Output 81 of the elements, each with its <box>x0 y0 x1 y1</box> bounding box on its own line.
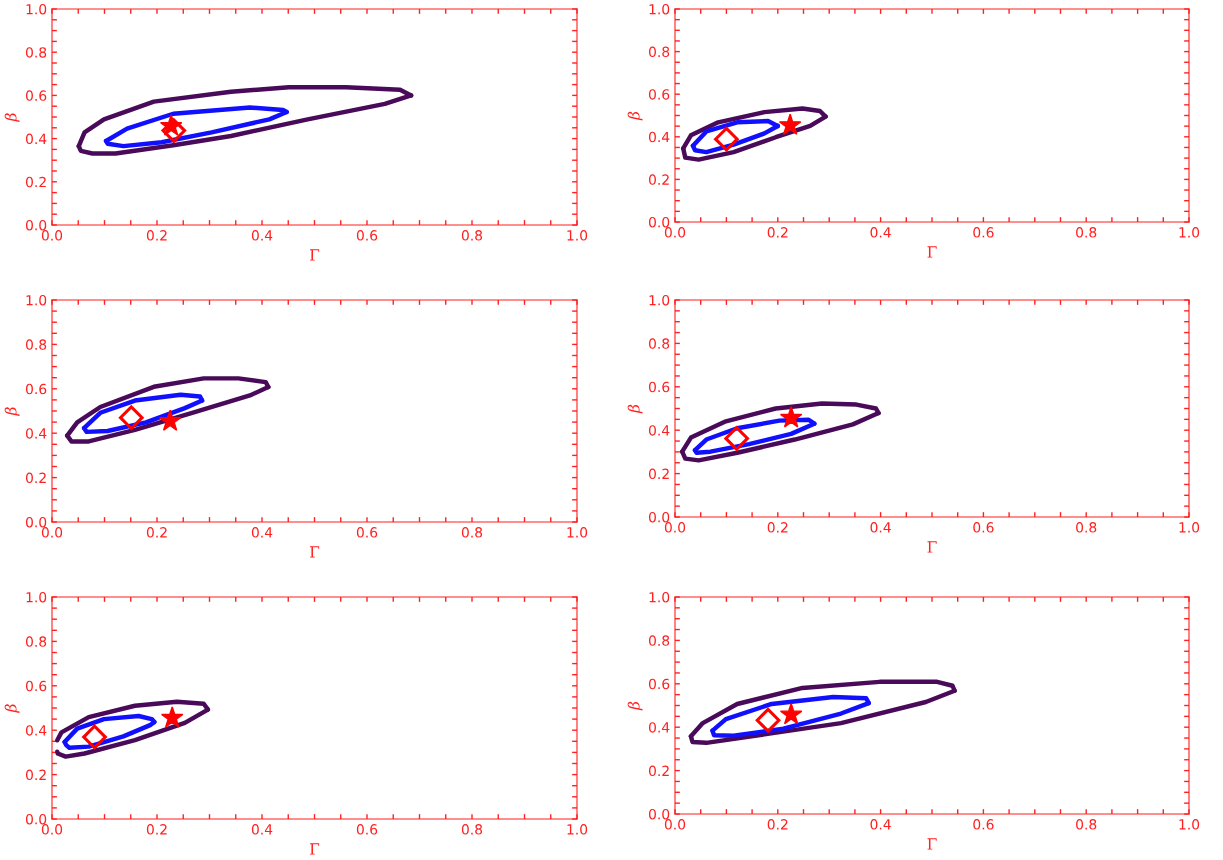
x-tick-label: 0.2 <box>767 819 788 830</box>
y-axis-title: β <box>627 404 643 414</box>
x-tick-label: 1.0 <box>567 230 588 241</box>
y-tick-label: 0.8 <box>25 636 47 647</box>
y-tick-label: 0.0 <box>648 511 670 523</box>
x-tick-label: 0.2 <box>767 227 788 238</box>
y-tick-label: 0.2 <box>648 765 669 777</box>
x-tick-label: 1.0 <box>567 824 588 835</box>
x-tick-label: 0.2 <box>146 527 167 538</box>
y-tick-label: 0.2 <box>648 468 669 480</box>
x-tick-label: 0.6 <box>973 522 994 533</box>
y-tick-label: 1.0 <box>26 591 47 603</box>
x-tick-label: 0.2 <box>146 824 167 835</box>
y-tick-label: 1.0 <box>649 591 670 603</box>
x-tick-label: 0.0 <box>664 819 686 830</box>
y-tick-label: 0.8 <box>25 339 47 350</box>
y-tick-label: 0.8 <box>648 635 670 646</box>
x-tick-label: 0.8 <box>1076 227 1097 238</box>
y-axis-title: β <box>4 407 20 416</box>
y-tick-label: 0.8 <box>648 338 670 349</box>
x-tick-label: 1.0 <box>1179 522 1200 533</box>
y-tick-label: 0.4 <box>25 428 47 439</box>
y-tick-label: 0.4 <box>648 722 670 733</box>
x-tick-label: 0.6 <box>973 819 994 830</box>
y-tick-label: 0.0 <box>648 216 670 228</box>
x-tick-label: 0.4 <box>251 824 273 835</box>
y-tick-label: 1.0 <box>26 3 47 15</box>
y-tick-label: 0.2 <box>25 472 46 484</box>
x-tick-label: 0.8 <box>461 527 483 538</box>
y-tick-label: 0.2 <box>25 769 46 781</box>
x-tick-label: 0.0 <box>41 230 63 241</box>
y-tick-label: 1.0 <box>649 294 670 306</box>
x-tick-label: 0.8 <box>1076 819 1097 830</box>
x-tick-label: 0.2 <box>767 522 788 533</box>
y-axis-title: β <box>627 701 643 711</box>
x-tick-label: 0.4 <box>870 227 891 238</box>
y-tick-label: 0.4 <box>648 425 670 436</box>
x-tick-label: 0.0 <box>41 527 63 538</box>
y-tick-label: 0.8 <box>25 47 47 58</box>
x-tick-label: 0.6 <box>973 227 994 238</box>
y-tick-label: 0.6 <box>25 90 47 101</box>
x-tick-label: 0.0 <box>41 824 63 835</box>
y-tick-label: 0.4 <box>25 133 47 145</box>
x-tick-label: 0.4 <box>251 230 273 241</box>
y-tick-label: 0.6 <box>648 381 670 393</box>
y-tick-label: 1.0 <box>649 3 670 15</box>
x-tick-label: 0.0 <box>664 227 686 238</box>
x-tick-label: 0.6 <box>356 230 378 241</box>
x-tick-label: 1.0 <box>1179 819 1200 830</box>
y-axis-title: β <box>4 113 20 122</box>
x-axis-title: Γ <box>927 838 937 850</box>
x-tick-label: 0.0 <box>664 522 686 533</box>
y-tick-label: 0.4 <box>25 725 47 736</box>
x-tick-label: 0.8 <box>1076 522 1097 533</box>
y-tick-label: 0.4 <box>648 131 670 143</box>
y-tick-label: 0.2 <box>648 174 669 185</box>
x-axis-title: Γ <box>310 843 320 855</box>
y-tick-label: 0.8 <box>648 46 670 58</box>
x-axis-title: Γ <box>927 541 937 553</box>
x-tick-label: 1.0 <box>567 527 588 538</box>
x-tick-label: 0.6 <box>356 527 378 538</box>
x-axis-title: Γ <box>310 546 320 558</box>
x-tick-label: 0.4 <box>251 527 273 538</box>
y-tick-label: 0.6 <box>648 678 670 690</box>
x-tick-label: 0.8 <box>461 824 483 835</box>
x-axis-title: Γ <box>927 246 937 258</box>
y-tick-label: 0.2 <box>25 176 46 188</box>
x-tick-label: 0.8 <box>461 230 483 241</box>
y-tick-label: 0.0 <box>648 808 670 820</box>
y-tick-label: 0.6 <box>25 680 47 692</box>
y-tick-label: 0.6 <box>648 89 670 100</box>
y-axis-title: β <box>627 111 643 121</box>
x-tick-label: 0.4 <box>870 819 891 830</box>
x-tick-label: 0.6 <box>356 824 378 835</box>
y-tick-label: 1.0 <box>26 294 47 306</box>
y-tick-label: 0.6 <box>25 383 47 395</box>
x-tick-label: 0.2 <box>146 230 167 241</box>
x-tick-label: 1.0 <box>1179 227 1200 238</box>
x-axis-title: Γ <box>310 249 320 261</box>
y-axis-title: β <box>4 704 20 713</box>
x-tick-label: 0.4 <box>870 522 891 533</box>
